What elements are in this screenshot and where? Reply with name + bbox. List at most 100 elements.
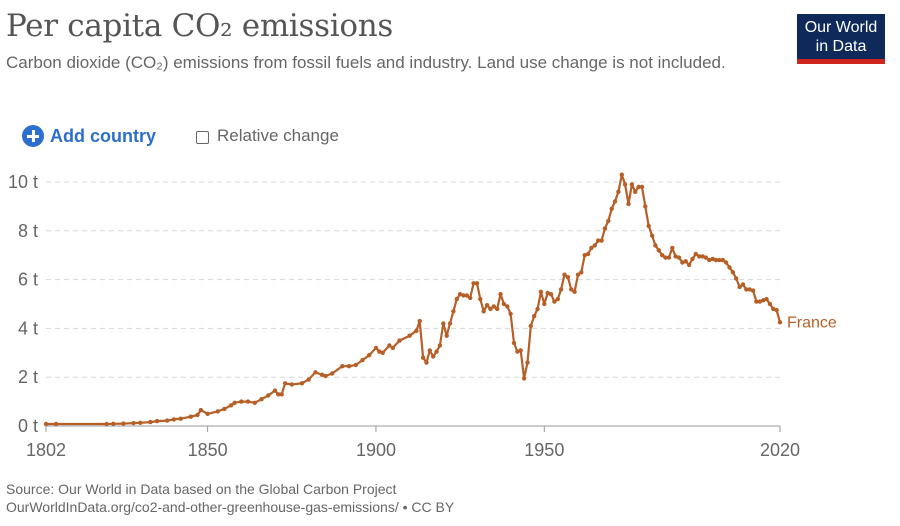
- data-point: [131, 420, 136, 426]
- data-point: [424, 360, 429, 365]
- data-point: [478, 296, 483, 302]
- data-point: [734, 276, 739, 281]
- data-point: [229, 403, 234, 408]
- data-point: [272, 388, 278, 393]
- data-point: [377, 349, 382, 354]
- data-point: [390, 345, 395, 351]
- data-point: [609, 206, 614, 211]
- data-point: [579, 270, 584, 275]
- data-point: [205, 411, 210, 416]
- data-point: [417, 318, 422, 324]
- data-point: [111, 421, 116, 426]
- data-point: [434, 349, 439, 354]
- data-point: [373, 345, 379, 351]
- data-point: [612, 199, 618, 204]
- data-point: [703, 255, 709, 260]
- data-point: [562, 272, 567, 277]
- logo-line-2: in Data: [815, 38, 867, 55]
- data-point: [737, 284, 742, 290]
- data-point: [572, 289, 577, 294]
- y-tick-label: 6 t: [18, 270, 38, 290]
- data-point: [319, 372, 325, 377]
- data-point: [700, 254, 705, 259]
- data-point: [484, 303, 490, 308]
- data-point: [565, 275, 571, 280]
- data-point: [548, 292, 554, 297]
- data-point: [282, 381, 288, 386]
- data-point: [619, 172, 624, 177]
- data-point: [245, 399, 251, 404]
- add-country-button[interactable]: Add country: [22, 125, 156, 147]
- data-point: [154, 418, 160, 424]
- data-point: [666, 255, 672, 260]
- data-point: [495, 306, 500, 312]
- y-tick-label: 10 t: [8, 172, 38, 192]
- chart-controls: Add country Relative change: [22, 122, 339, 150]
- data-point: [643, 204, 648, 209]
- data-point: [599, 238, 604, 243]
- source-url[interactable]: OurWorldInData.org/co2-and-other-greenho…: [6, 499, 455, 515]
- data-point: [656, 248, 661, 253]
- data-point: [518, 348, 523, 353]
- data-point: [693, 251, 698, 257]
- data-point: [663, 255, 668, 260]
- data-point: [43, 421, 49, 427]
- data-point: [606, 218, 611, 224]
- data-point: [121, 421, 126, 426]
- data-point: [532, 314, 537, 319]
- y-tick-label: 4 t: [18, 318, 38, 338]
- data-point: [646, 223, 651, 229]
- data-point: [198, 407, 204, 413]
- relative-change-checkbox[interactable]: [196, 131, 209, 144]
- data-point: [585, 251, 591, 257]
- relative-change-label: Relative change: [217, 126, 339, 145]
- data-point: [589, 245, 594, 251]
- data-point: [744, 287, 749, 292]
- data-point: [414, 328, 419, 333]
- data-point: [774, 307, 779, 313]
- data-point: [468, 295, 473, 301]
- data-point: [431, 354, 436, 359]
- data-point: [360, 357, 365, 363]
- chart-title: Per capita CO₂ emissions: [6, 8, 394, 44]
- data-point: [498, 292, 503, 297]
- data-point: [629, 182, 635, 187]
- data-point: [323, 373, 328, 379]
- data-point: [707, 257, 712, 263]
- data-point: [592, 243, 597, 248]
- data-point: [420, 355, 426, 360]
- data-point: [171, 417, 177, 422]
- data-point: [538, 289, 544, 294]
- data-point: [481, 309, 486, 314]
- data-point: [454, 296, 459, 302]
- data-point: [750, 288, 756, 293]
- data-point: [259, 397, 264, 402]
- data-point: [461, 293, 466, 298]
- data-point: [690, 256, 695, 262]
- data-point: [444, 333, 449, 338]
- data-point: [761, 298, 766, 303]
- data-point: [464, 293, 470, 298]
- data-point: [633, 189, 638, 194]
- owid-logo[interactable]: Our World in Data: [797, 14, 885, 64]
- data-point: [717, 257, 722, 263]
- data-point: [673, 254, 678, 259]
- plus-circle-icon: [22, 125, 44, 147]
- data-point: [313, 370, 318, 375]
- x-tick-label: 1850: [188, 440, 228, 460]
- data-point: [471, 281, 476, 286]
- data-point: [346, 364, 352, 369]
- x-tick-label: 2020: [760, 440, 800, 460]
- data-point: [340, 364, 345, 369]
- data-point: [697, 254, 702, 259]
- data-point: [525, 360, 530, 365]
- data-point: [686, 262, 692, 268]
- data-point: [653, 243, 658, 248]
- data-point: [474, 281, 480, 286]
- data-point: [488, 306, 493, 312]
- data-point: [104, 421, 109, 427]
- relative-change-toggle[interactable]: Relative change: [196, 126, 339, 146]
- data-point: [764, 296, 769, 302]
- data-point: [569, 287, 574, 292]
- data-point: [53, 421, 59, 427]
